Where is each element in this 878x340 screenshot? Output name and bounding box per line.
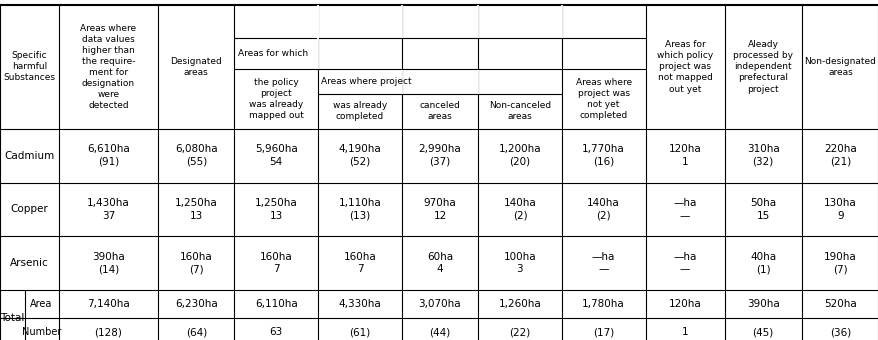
Text: (36): (36) bbox=[829, 327, 850, 337]
Text: Areas for
which policy
project was
not mapped
out yet: Areas for which policy project was not m… bbox=[656, 40, 712, 94]
Text: canceled
areas: canceled areas bbox=[419, 101, 460, 121]
Text: 1,250ha
13: 1,250ha 13 bbox=[175, 198, 218, 221]
Text: 520ha: 520ha bbox=[823, 299, 856, 309]
Text: 60ha
4: 60ha 4 bbox=[427, 252, 452, 274]
Text: 160ha
7: 160ha 7 bbox=[343, 252, 376, 274]
Text: 6,080ha
(55): 6,080ha (55) bbox=[175, 144, 218, 167]
Text: 1,780ha: 1,780ha bbox=[581, 299, 624, 309]
Text: 1,770ha
(16): 1,770ha (16) bbox=[581, 144, 624, 167]
Text: Area: Area bbox=[31, 299, 53, 309]
Text: (64): (64) bbox=[185, 327, 206, 337]
Text: 1,430ha
37: 1,430ha 37 bbox=[87, 198, 130, 221]
Text: 190ha
(7): 190ha (7) bbox=[823, 252, 856, 274]
Text: 1,250ha
13: 1,250ha 13 bbox=[255, 198, 298, 221]
Text: 6,610ha
(91): 6,610ha (91) bbox=[87, 144, 130, 167]
Text: Areas where
project was
not yet
completed: Areas where project was not yet complete… bbox=[575, 78, 631, 120]
Text: 3,070ha: 3,070ha bbox=[418, 299, 461, 309]
Text: Designated
areas: Designated areas bbox=[170, 57, 222, 77]
Text: 63: 63 bbox=[270, 327, 283, 337]
Text: 2,990ha
(37): 2,990ha (37) bbox=[418, 144, 461, 167]
Text: Arsenic: Arsenic bbox=[10, 258, 48, 268]
Text: 1,260ha: 1,260ha bbox=[498, 299, 541, 309]
Text: the policy
project
was already
mapped out: the policy project was already mapped ou… bbox=[248, 78, 304, 120]
Text: (44): (44) bbox=[428, 327, 450, 337]
Text: 160ha
7: 160ha 7 bbox=[260, 252, 292, 274]
Text: 1,110ha
(13): 1,110ha (13) bbox=[338, 198, 381, 221]
Text: Areas for which: Areas for which bbox=[238, 49, 308, 58]
Text: 970ha
12: 970ha 12 bbox=[423, 198, 456, 221]
Text: Non-designated
areas: Non-designated areas bbox=[803, 57, 875, 77]
Text: 6,110ha: 6,110ha bbox=[255, 299, 298, 309]
Text: 310ha
(32): 310ha (32) bbox=[746, 144, 779, 167]
Text: Non-canceled
areas: Non-canceled areas bbox=[488, 101, 551, 121]
Text: —ha
—: —ha — bbox=[673, 252, 696, 274]
Text: 100ha
3: 100ha 3 bbox=[503, 252, 536, 274]
Text: 390ha: 390ha bbox=[746, 299, 779, 309]
Text: 4,190ha
(52): 4,190ha (52) bbox=[338, 144, 381, 167]
Text: Areas where project: Areas where project bbox=[320, 77, 411, 86]
Text: 140ha
(2): 140ha (2) bbox=[587, 198, 619, 221]
Text: 4,330ha: 4,330ha bbox=[338, 299, 381, 309]
Text: 50ha
15: 50ha 15 bbox=[749, 198, 775, 221]
Text: Areas where
data values
higher than
the require-
ment for
designation
were
detec: Areas where data values higher than the … bbox=[80, 23, 136, 110]
Text: Cadmium: Cadmium bbox=[4, 151, 54, 160]
Text: 40ha
(1): 40ha (1) bbox=[749, 252, 775, 274]
Text: 6,230ha: 6,230ha bbox=[175, 299, 218, 309]
Text: 7,140ha: 7,140ha bbox=[87, 299, 130, 309]
Text: 120ha: 120ha bbox=[668, 299, 701, 309]
Text: Copper: Copper bbox=[11, 204, 48, 215]
Text: (45): (45) bbox=[752, 327, 773, 337]
Text: 5,960ha
54: 5,960ha 54 bbox=[255, 144, 298, 167]
Text: Number: Number bbox=[22, 327, 61, 337]
Text: 120ha
1: 120ha 1 bbox=[668, 144, 701, 167]
Text: Aleady
processed by
independent
prefectural
project: Aleady processed by independent prefectu… bbox=[732, 40, 792, 94]
Text: Specific
harmful
Substances: Specific harmful Substances bbox=[4, 51, 55, 83]
Text: 390ha
(14): 390ha (14) bbox=[92, 252, 125, 274]
Text: (61): (61) bbox=[349, 327, 371, 337]
Text: (17): (17) bbox=[593, 327, 614, 337]
Text: 220ha
(21): 220ha (21) bbox=[823, 144, 856, 167]
Text: 160ha
(7): 160ha (7) bbox=[180, 252, 212, 274]
Text: (128): (128) bbox=[94, 327, 122, 337]
Text: 130ha
9: 130ha 9 bbox=[823, 198, 856, 221]
Text: —ha
—: —ha — bbox=[591, 252, 615, 274]
Text: Total: Total bbox=[0, 313, 25, 323]
Text: 1,200ha
(20): 1,200ha (20) bbox=[498, 144, 541, 167]
Text: was already
completed: was already completed bbox=[333, 101, 386, 121]
Text: —ha
—: —ha — bbox=[673, 198, 696, 221]
Text: 1: 1 bbox=[681, 327, 687, 337]
Text: (22): (22) bbox=[508, 327, 530, 337]
Text: 140ha
(2): 140ha (2) bbox=[503, 198, 536, 221]
